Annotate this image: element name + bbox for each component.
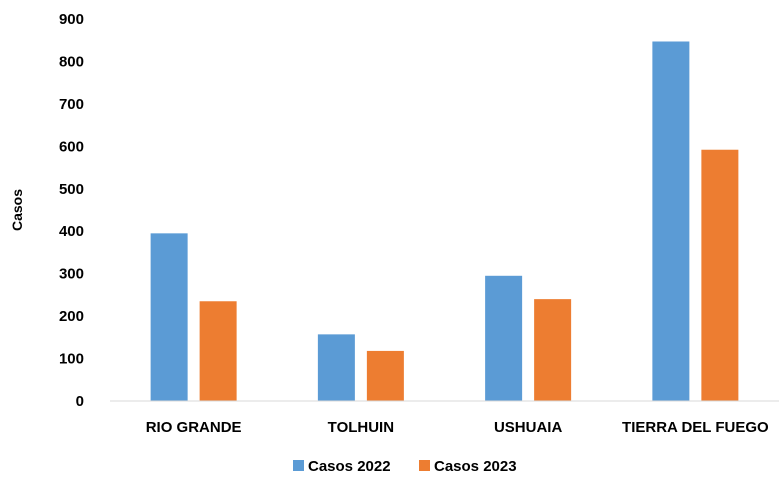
y-tick-label: 600 — [59, 138, 84, 155]
bar-ushuaia-series-2 — [534, 299, 572, 401]
y-tick-label: 300 — [59, 266, 84, 283]
y-tick-label: 800 — [59, 53, 84, 70]
bar-tierra-del-fuego-series-2 — [701, 149, 739, 401]
legend-swatch — [419, 460, 430, 471]
bar-tierra-del-fuego-series-1 — [652, 41, 690, 402]
bar-tolhuin-series-2 — [366, 350, 404, 401]
category-labels: RIO GRANDE TOLHUIN USHUAIA TIERRA DEL FUEGO — [146, 419, 769, 436]
category-label: TIERRA DEL FUEGO — [622, 419, 769, 436]
y-axis-label: Casos — [9, 189, 25, 231]
bar-ushuaia-series-1 — [485, 275, 523, 401]
bar-rio-grande-series-2 — [199, 301, 237, 401]
legend-swatch — [293, 460, 304, 471]
category-label: USHUAIA — [494, 419, 563, 436]
y-tick-label: 400 — [59, 223, 84, 240]
category-label: RIO GRANDE — [146, 419, 242, 436]
y-axis-ticks: 0 100 200 300 400 500 600 700 800 900 — [59, 11, 84, 410]
bar-tolhuin-series-1 — [317, 334, 355, 401]
bar-rio-grande-series-1 — [150, 233, 188, 401]
y-tick-label: 900 — [59, 11, 84, 28]
y-tick-label: 200 — [59, 308, 84, 325]
category-label: TOLHUIN — [328, 419, 394, 436]
y-tick-label: 500 — [59, 181, 84, 198]
y-tick-label: 100 — [59, 351, 84, 368]
y-tick-label: 0 — [76, 393, 84, 410]
legend-label: Casos 2022 — [308, 458, 391, 475]
legend: Casos 2022 Casos 2023 — [293, 458, 517, 475]
legend-label: Casos 2023 — [434, 458, 517, 475]
bars — [150, 41, 739, 402]
y-tick-label: 700 — [59, 96, 84, 113]
